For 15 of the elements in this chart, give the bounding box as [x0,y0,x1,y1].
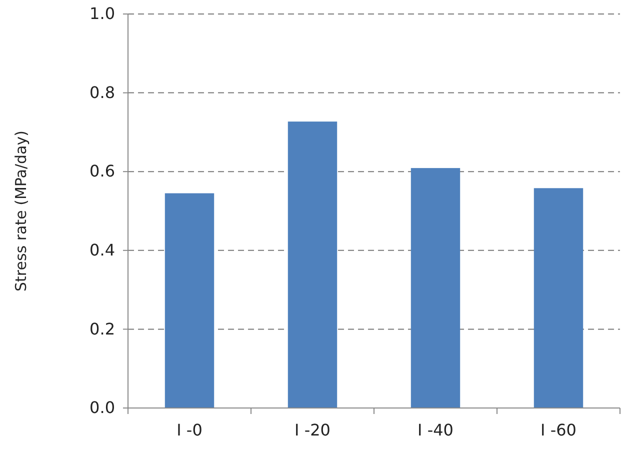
y-axis-title: Stress rate (MPa/day) [12,130,30,292]
y-tick-label: 0.0 [90,398,115,418]
y-tick-label: 0.8 [90,82,115,102]
y-tick-label: 1.0 [90,4,115,24]
x-tick-label: I -20 [294,420,330,440]
x-tick-label: I -0 [176,420,202,440]
y-tick-label: 0.6 [90,162,115,181]
bar [164,193,214,408]
x-tick-label: I -60 [540,420,576,440]
y-tick-label: 0.4 [90,240,115,260]
bar [288,122,338,408]
x-tick-label: I -40 [418,420,454,440]
bar [410,168,460,408]
y-tick-label: 0.2 [90,319,115,338]
bar [534,188,584,408]
